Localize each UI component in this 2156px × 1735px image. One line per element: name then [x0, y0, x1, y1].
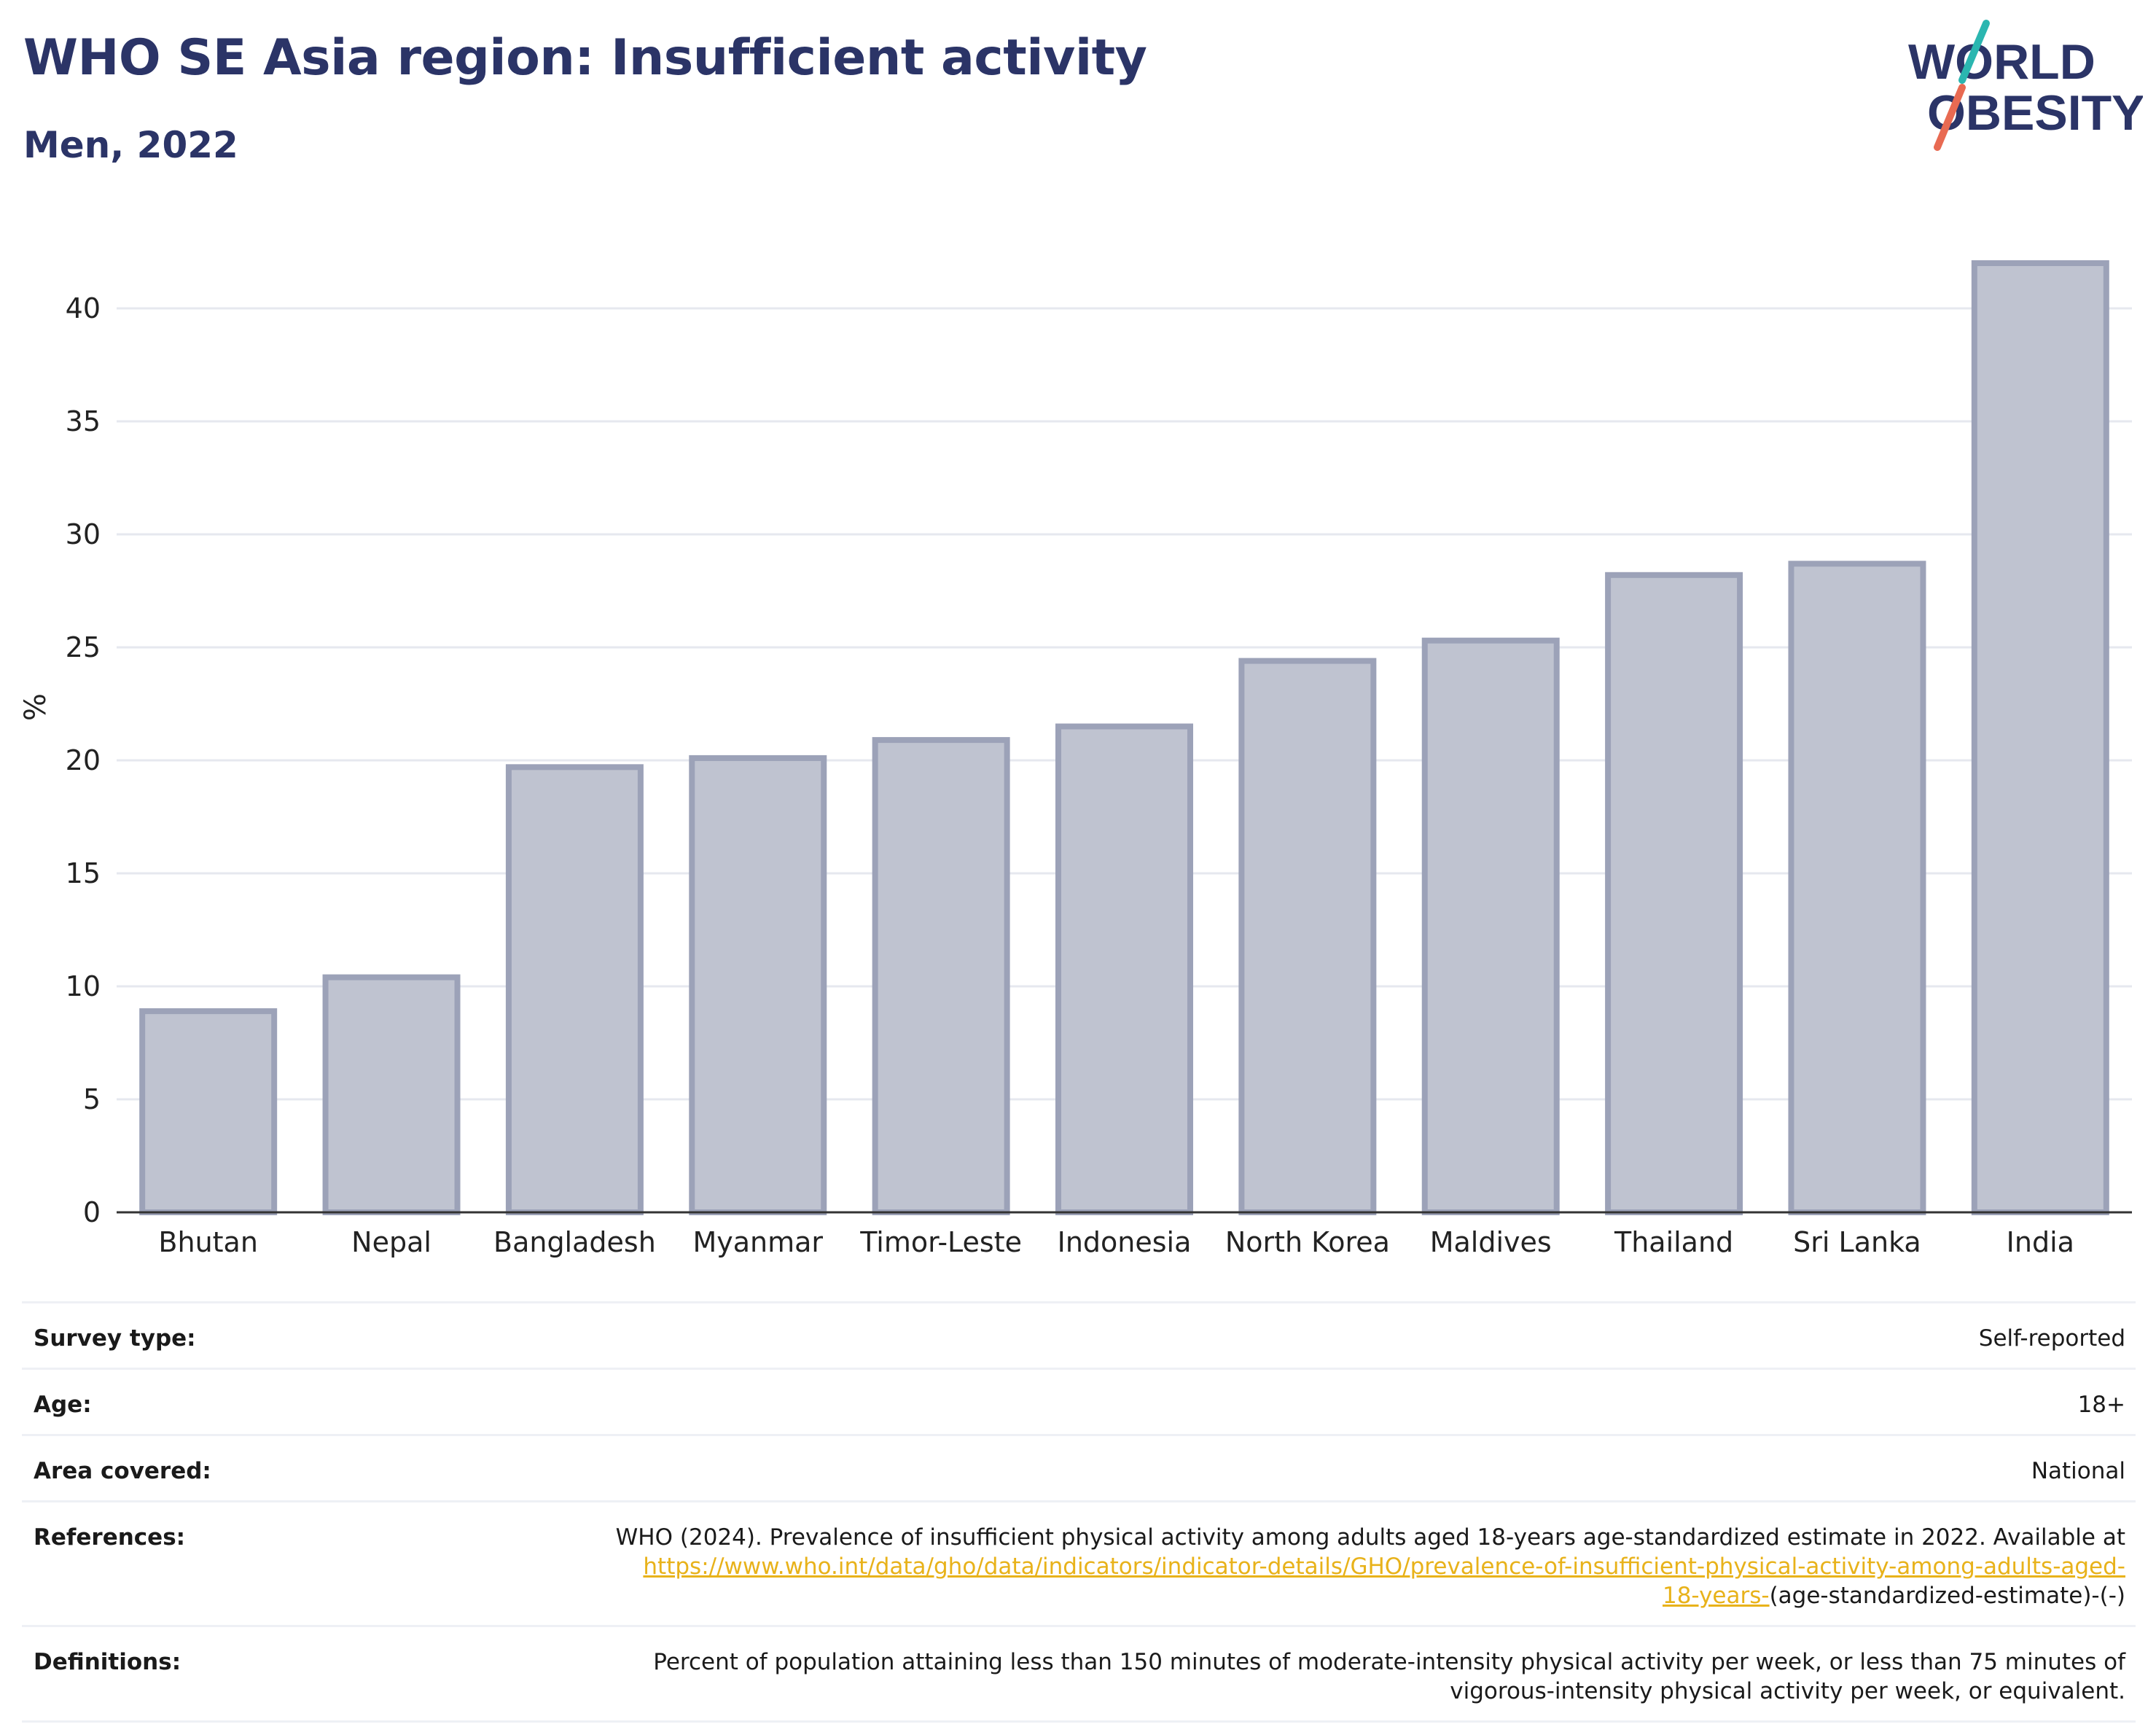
chart-subtitle: Men, 2022 — [23, 124, 238, 166]
meta-value: Self-reported — [1978, 1325, 2125, 1352]
metadata-table: Survey type: Self-reported Age: 18+ Area… — [22, 1301, 2136, 1723]
meta-row-references: References: WHO (2024). Prevalence of in… — [22, 1500, 2136, 1625]
x-tick-label: Sri Lanka — [1793, 1226, 1921, 1258]
bar-sri-lanka[interactable] — [1788, 561, 1926, 1215]
y-tick-label: 15 — [66, 857, 101, 889]
meta-label: Survey type: — [34, 1325, 196, 1352]
x-tick-label: Nepal — [351, 1226, 431, 1258]
bars-layer — [139, 260, 2109, 1215]
y-tick-label: 10 — [66, 970, 101, 1002]
x-tick-label: Timor-Leste — [859, 1226, 1022, 1258]
bar-india[interactable] — [1971, 260, 2109, 1215]
x-tick-label: North Korea — [1225, 1226, 1390, 1258]
y-tick-label: 35 — [66, 405, 101, 437]
definitions-value: Percent of population attaining less tha… — [413, 1648, 2125, 1706]
axis-layer: 0 5 10 15 20 25 30 35 40 Bhutan Nepal Bangladesh Mya… — [66, 292, 2132, 1258]
bar-myanmar[interactable] — [689, 755, 827, 1215]
bar-indonesia[interactable] — [1055, 723, 1193, 1215]
meta-row-age: Age: 18+ — [22, 1368, 2136, 1434]
references-text: WHO (2024). Prevalence of insufficient p… — [615, 1524, 2125, 1551]
x-tick-label: Bangladesh — [493, 1226, 656, 1258]
y-tick-label: 40 — [66, 292, 101, 324]
meta-label: Definitions: — [34, 1649, 181, 1675]
x-tick-label: Thailand — [1614, 1226, 1733, 1258]
references-link[interactable]: https://www.who.int/data/gho/data/indica… — [643, 1553, 2125, 1580]
x-tick-label: Bhutan — [158, 1226, 258, 1258]
meta-value: 18+ — [2077, 1392, 2125, 1418]
bar-north-korea[interactable] — [1238, 658, 1377, 1215]
world-obesity-logo: WORLD OBESITY — [1908, 20, 2143, 151]
references-suffix: (age-standardized-estimate)-(-) — [1769, 1583, 2125, 1609]
bar-thailand[interactable] — [1605, 572, 1743, 1215]
bar-nepal[interactable] — [322, 974, 461, 1215]
references-value: WHO (2024). Prevalence of insufficient p… — [413, 1523, 2125, 1610]
y-tick-label: 20 — [66, 744, 101, 776]
bar-timor-leste[interactable] — [872, 737, 1010, 1215]
meta-label: Area covered: — [34, 1458, 211, 1484]
meta-label: Age: — [34, 1392, 92, 1418]
bar-chart: 0 5 10 15 20 25 30 35 40 Bhutan Nepal Bangladesh Mya… — [19, 260, 2132, 1258]
bar-maldives[interactable] — [1421, 637, 1560, 1215]
meta-value: National — [2031, 1458, 2125, 1484]
meta-row-survey-type: Survey type: Self-reported — [22, 1301, 2136, 1368]
definitions-line1: Percent of population attaining less tha… — [653, 1649, 2125, 1675]
references-link-continued[interactable]: 18-years- — [1662, 1583, 1770, 1609]
y-tick-label: 5 — [83, 1083, 101, 1115]
bar-bangladesh[interactable] — [505, 764, 644, 1215]
x-tick-label: Myanmar — [692, 1226, 823, 1258]
y-axis-label: % — [19, 693, 52, 721]
logo-line1: WORLD — [1908, 34, 2096, 90]
y-tick-label: 0 — [83, 1196, 101, 1228]
x-tick-label: Maldives — [1430, 1226, 1552, 1258]
meta-row-definitions: Definitions: Percent of population attai… — [22, 1625, 2136, 1723]
definitions-line2: vigorous-intensity physical activity per… — [1450, 1678, 2125, 1704]
bar-bhutan[interactable] — [139, 1008, 278, 1215]
x-tick-label: Indonesia — [1058, 1226, 1192, 1258]
meta-row-area-covered: Area covered: National — [22, 1434, 2136, 1500]
chart-title: WHO SE Asia region: Insufficient activit… — [23, 29, 1147, 87]
meta-label: References: — [34, 1524, 186, 1551]
y-tick-label: 30 — [66, 518, 101, 550]
x-tick-label: India — [2007, 1226, 2074, 1258]
y-tick-label: 25 — [66, 631, 101, 663]
